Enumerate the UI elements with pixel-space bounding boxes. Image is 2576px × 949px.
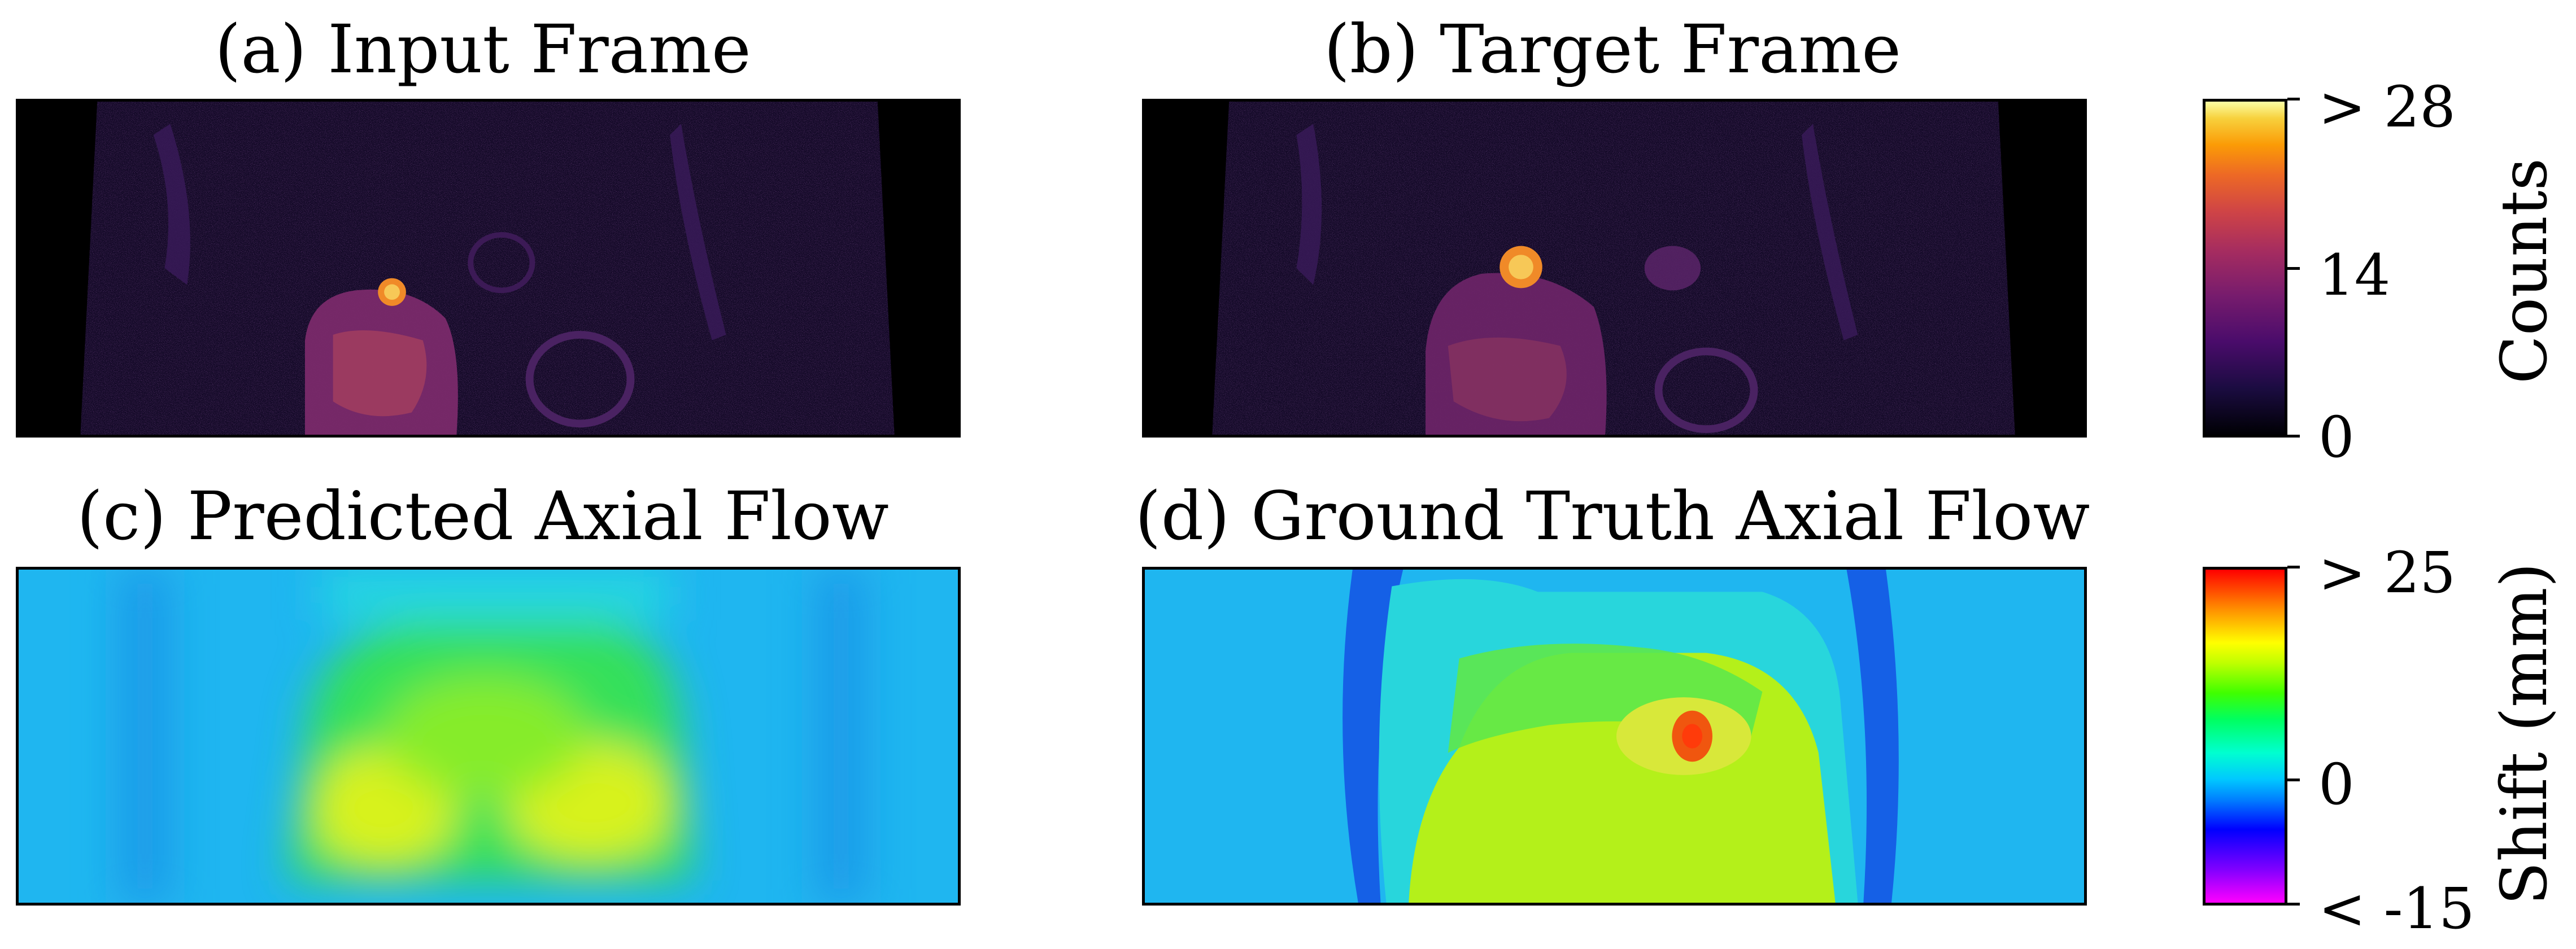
shift-tick-bottom — [2287, 903, 2300, 906]
counts-colorbar — [2203, 99, 2287, 438]
counts-tick-mid — [2287, 267, 2300, 270]
counts-tick-label-min: 0 — [2318, 404, 2355, 470]
shift-colorbar — [2203, 567, 2287, 906]
shift-colorbar-label: Shift (mm) — [2488, 562, 2561, 906]
input-frame-image — [16, 99, 961, 438]
panel-b-title: (b) Target Frame — [1323, 10, 1902, 88]
shift-tick-label-min: < -15 — [2318, 876, 2475, 942]
target-frame-image — [1142, 99, 2087, 438]
counts-tick-label-max: > 28 — [2318, 74, 2456, 140]
counts-colorbar-label: Counts — [2488, 158, 2561, 384]
shift-tick-label-mid: 0 — [2318, 751, 2355, 817]
ground-truth-flow-image — [1142, 567, 2087, 906]
panel-d-title: (d) Ground Truth Axial Flow — [1135, 477, 2090, 555]
counts-tick-label-mid: 14 — [2318, 242, 2391, 308]
shift-tick-mid — [2287, 779, 2300, 781]
panel-c-title: (c) Predicted Axial Flow — [77, 477, 889, 555]
panel-a-title: (a) Input Frame — [215, 10, 751, 88]
counts-tick-top — [2287, 98, 2300, 100]
predicted-flow-image — [16, 567, 961, 906]
counts-tick-bottom — [2287, 435, 2300, 438]
shift-tick-top — [2287, 566, 2300, 568]
shift-tick-label-max: > 25 — [2318, 540, 2456, 606]
